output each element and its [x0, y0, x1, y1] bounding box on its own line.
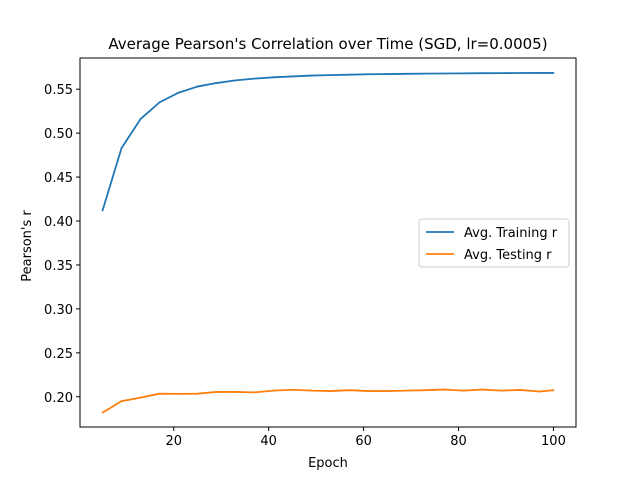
- data-point: [310, 74, 313, 77]
- y-tick-label: 0.30: [44, 303, 73, 318]
- data-point: [405, 389, 408, 392]
- x-tick-label: 80: [450, 434, 467, 449]
- y-axis: 0.20 0.25 0.30 0.35 0.40 0.45 0.50 0.55: [44, 83, 80, 406]
- data-point: [552, 389, 555, 392]
- data-point: [462, 389, 465, 392]
- data-point: [367, 390, 370, 392]
- data-point: [234, 79, 237, 82]
- legend-label: Avg. Testing r: [464, 248, 552, 263]
- data-point: [386, 73, 389, 75]
- y-tick-label: 0.20: [44, 391, 73, 406]
- data-point: [348, 389, 351, 392]
- x-axis-label: Epoch: [308, 456, 348, 471]
- data-point: [443, 388, 446, 391]
- data-point: [329, 74, 332, 77]
- x-tick-label: 20: [165, 434, 182, 449]
- data-point: [120, 400, 123, 403]
- data-point: [139, 396, 142, 399]
- data-point: [234, 391, 237, 393]
- data-point: [272, 76, 275, 79]
- x-tick-label: 60: [355, 434, 372, 449]
- data-point: [101, 209, 104, 212]
- legend-box: [418, 218, 570, 268]
- x-axis: 20 40 60 80 100: [165, 427, 566, 449]
- data-point: [291, 75, 294, 78]
- data-point: [538, 390, 541, 393]
- data-point: [538, 72, 541, 74]
- data-point: [424, 72, 427, 75]
- data-point: [253, 77, 256, 80]
- data-point: [291, 388, 294, 391]
- data-point: [519, 389, 522, 391]
- data-point: [253, 391, 256, 394]
- data-point: [462, 72, 465, 75]
- data-point: [481, 388, 484, 391]
- data-point: [552, 72, 555, 74]
- x-tick-label: 40: [260, 434, 277, 449]
- data-point: [329, 390, 332, 392]
- legend-label: Avg. Training r: [464, 226, 558, 241]
- data-point: [215, 391, 218, 393]
- y-tick-label: 0.25: [44, 347, 73, 362]
- data-point: [139, 118, 142, 120]
- data-point: [405, 72, 408, 75]
- data-point: [310, 389, 313, 392]
- data-point: [101, 411, 104, 414]
- data-point: [177, 392, 180, 395]
- y-tick-label: 0.50: [44, 127, 73, 142]
- y-tick-label: 0.40: [44, 215, 73, 230]
- legend: Avg. Training r Avg. Testing r: [418, 218, 570, 268]
- data-point: [120, 147, 123, 149]
- x-tick-label: 100: [541, 434, 566, 449]
- chart-title: Average Pearson's Correlation over Time …: [108, 35, 547, 53]
- y-tick-label: 0.55: [44, 83, 73, 98]
- y-tick-label: 0.35: [44, 259, 73, 274]
- data-point: [196, 85, 199, 88]
- data-point: [424, 389, 427, 392]
- data-point: [443, 72, 446, 75]
- data-point: [386, 390, 389, 392]
- data-point: [367, 73, 370, 76]
- data-point: [348, 73, 351, 76]
- series-layer: [101, 72, 555, 414]
- y-axis-label: Pearson's r: [20, 210, 35, 282]
- data-point: [500, 389, 503, 392]
- y-tick-label: 0.45: [44, 171, 73, 186]
- data-point: [158, 101, 161, 104]
- data-point: [272, 389, 275, 392]
- data-point: [215, 82, 218, 84]
- data-point: [500, 72, 503, 75]
- data-point: [196, 392, 199, 395]
- data-point: [158, 392, 161, 395]
- data-point: [177, 91, 180, 94]
- data-point: [519, 72, 522, 74]
- data-point: [481, 72, 484, 75]
